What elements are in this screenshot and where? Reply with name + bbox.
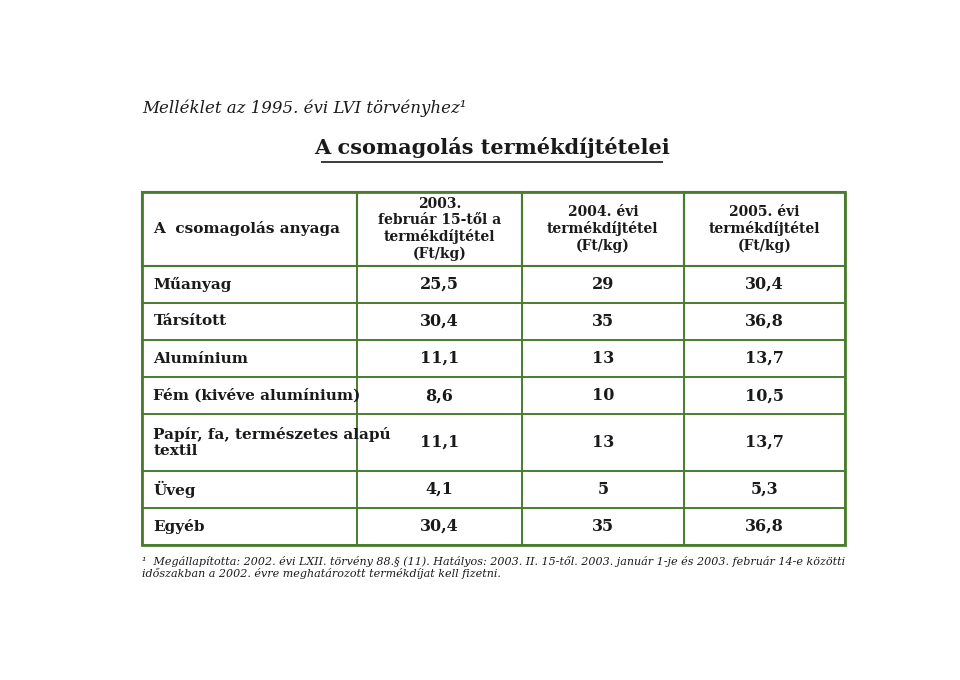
- Text: A csomagolás termékdíjtételei: A csomagolás termékdíjtételei: [314, 137, 670, 158]
- Text: 35: 35: [591, 313, 613, 330]
- Bar: [142, 414, 357, 471]
- Text: 13,7: 13,7: [745, 434, 784, 451]
- Text: Papír, fa, természetes alapú
textil: Papír, fa, természetes alapú textil: [154, 427, 391, 458]
- Text: 5,3: 5,3: [751, 481, 779, 498]
- Bar: [684, 303, 846, 340]
- Text: 8,6: 8,6: [425, 387, 453, 404]
- Bar: [522, 508, 684, 545]
- Bar: [142, 192, 846, 545]
- Text: 36,8: 36,8: [745, 313, 784, 330]
- Text: Egyéb: Egyéb: [154, 519, 205, 534]
- Text: 11,1: 11,1: [420, 434, 459, 451]
- Bar: [142, 266, 357, 303]
- Bar: [142, 340, 357, 377]
- Bar: [142, 192, 357, 266]
- Text: Műanyag: Műanyag: [154, 277, 232, 292]
- Bar: [142, 377, 357, 414]
- Bar: [522, 471, 684, 508]
- Bar: [142, 303, 357, 340]
- Text: 30,4: 30,4: [420, 518, 459, 535]
- Text: 13: 13: [591, 350, 614, 367]
- Bar: [684, 192, 846, 266]
- Bar: [684, 266, 846, 303]
- Bar: [684, 508, 846, 545]
- Bar: [357, 192, 522, 266]
- Bar: [684, 414, 846, 471]
- Text: 25,5: 25,5: [420, 276, 459, 293]
- Bar: [522, 192, 684, 266]
- Bar: [357, 377, 522, 414]
- Text: 2003.
február 15-től a
termékdíjtétel
(Ft/kg): 2003. február 15-től a termékdíjtétel (F…: [377, 197, 501, 261]
- Text: 36,8: 36,8: [745, 518, 784, 535]
- Text: 13,7: 13,7: [745, 350, 784, 367]
- Bar: [522, 340, 684, 377]
- Text: 11,1: 11,1: [420, 350, 459, 367]
- Bar: [357, 471, 522, 508]
- Text: A  csomagolás anyaga: A csomagolás anyaga: [154, 221, 341, 236]
- Text: 2004. évi
termékdíjtétel
(Ft/kg): 2004. évi termékdíjtétel (Ft/kg): [547, 205, 659, 253]
- Bar: [522, 377, 684, 414]
- Bar: [684, 377, 846, 414]
- Bar: [684, 340, 846, 377]
- Bar: [142, 508, 357, 545]
- Text: 4,1: 4,1: [425, 481, 453, 498]
- Text: 2005. évi
termékdíjtétel
(Ft/kg): 2005. évi termékdíjtétel (Ft/kg): [708, 205, 820, 253]
- Bar: [522, 414, 684, 471]
- Text: Fém (kivéve alumínium): Fém (kivéve alumínium): [154, 388, 361, 403]
- Bar: [684, 471, 846, 508]
- Bar: [357, 340, 522, 377]
- Text: Melléklet az 1995. évi LVI törvényhez¹: Melléklet az 1995. évi LVI törvényhez¹: [142, 100, 467, 118]
- Text: 30,4: 30,4: [745, 276, 784, 293]
- Text: 5: 5: [597, 481, 609, 498]
- Text: Társított: Társított: [154, 314, 227, 328]
- Bar: [522, 303, 684, 340]
- Text: 10: 10: [591, 387, 614, 404]
- Text: Üveg: Üveg: [154, 481, 196, 498]
- Text: 30,4: 30,4: [420, 313, 459, 330]
- Text: Alumínium: Alumínium: [154, 352, 249, 366]
- Bar: [522, 266, 684, 303]
- Text: 10,5: 10,5: [745, 387, 784, 404]
- Text: 35: 35: [591, 518, 613, 535]
- Text: ¹  Megállapította: 2002. évi LXII. törvény 88.§ (11). Hatályos: 2003. II. 15-től: ¹ Megállapította: 2002. évi LXII. törvén…: [142, 556, 846, 579]
- Bar: [357, 508, 522, 545]
- Bar: [357, 266, 522, 303]
- Text: 29: 29: [591, 276, 614, 293]
- Bar: [142, 471, 357, 508]
- Bar: [357, 303, 522, 340]
- Bar: [357, 414, 522, 471]
- Text: 13: 13: [591, 434, 614, 451]
